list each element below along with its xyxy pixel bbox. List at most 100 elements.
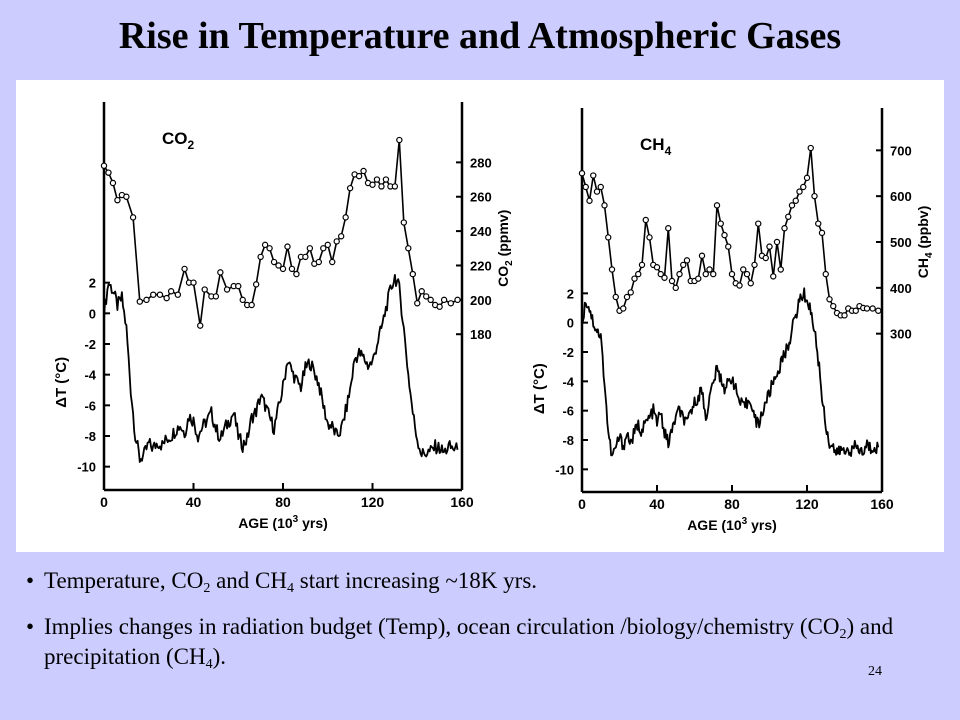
gas-data-point [762,254,769,262]
gas-data-point [695,275,702,282]
gas-data-point [382,176,390,183]
right-tick-label: 700 [890,143,912,158]
bullet-dot: • [26,614,35,639]
gas-data-point [440,296,448,304]
gas-data-point [620,305,627,312]
gas-data-point [728,270,736,278]
gas-data-point [369,181,376,188]
gas-data-point [601,202,608,209]
gas-data-point [638,261,646,269]
gas-data-point [586,197,593,204]
gas-data-point [320,245,327,252]
right-tick-label: 240 [470,224,492,239]
gas-data-point [815,220,822,227]
panel-label: CO2 [162,129,195,152]
gas-data-point [826,296,833,303]
gas-data-point [766,243,773,250]
gas-data-point [773,238,781,246]
gas-data-point [284,243,291,250]
gas-data-point [302,253,309,261]
gas-data-point [822,270,829,278]
gas-data-point [275,262,282,269]
gas-data-point [807,144,814,152]
x-tick-label: 80 [724,496,740,512]
left-tick-label: 2 [567,286,574,301]
left-tick-label: 0 [89,306,96,321]
gas-data-point [721,231,728,239]
gas-data-point [100,162,108,170]
x-tick-label: 80 [275,494,291,510]
gas-data-point [163,294,170,302]
gas-data-point [378,183,385,190]
gas-data-point [710,270,717,278]
temperature-series-line [103,274,459,463]
gas-data-point [235,282,242,290]
bullet-text: ). [212,644,227,669]
gas-data-point [223,286,231,293]
gas-data-point [167,288,175,295]
gas-data-point [635,270,642,278]
left-tick-label: 2 [89,276,96,291]
gas-data-point [631,275,638,282]
ch4-gas-series-line [581,147,879,317]
right-tick-label: 220 [470,258,492,273]
gas-data-point [324,241,331,249]
gas-data-point [646,234,653,241]
gas-data-point [680,261,687,269]
gas-data-point [770,273,777,280]
gas-data-point [373,176,381,183]
gas-data-point [755,220,762,227]
x-tick-label: 40 [649,496,665,512]
subscript: 4 [205,657,213,672]
gas-data-point [396,136,403,144]
gas-data-point [781,225,788,232]
gas-data-point [863,305,871,312]
gas-data-point [875,307,882,314]
gas-data-point [676,270,683,278]
gas-data-point [391,183,399,190]
gas-data-point [785,213,792,220]
gas-data-point [329,258,336,266]
left-tick-label: -6 [84,398,96,413]
left-tick-label: -10 [555,462,574,477]
gas-data-point [190,279,197,286]
gas-data-point [713,202,721,209]
gas-data-point [653,264,661,271]
gas-data-point [578,170,586,177]
left-tick-label: -8 [562,433,574,448]
x-axis-label: AGE (103 yrs) [238,514,328,531]
bullet-dot: • [26,568,35,593]
gas-data-point [683,257,691,264]
gas-data-point [405,245,412,252]
gas-data-point [346,184,354,192]
gas-data-point [136,298,144,305]
gas-data-point [239,296,246,304]
left-axis-label: ΔT (°C) [531,363,548,414]
gas-data-point [800,183,807,191]
right-tick-label: 180 [470,327,492,342]
x-tick-label: 40 [186,494,202,510]
gas-data-point [217,269,224,276]
temperature-series-line [581,287,880,457]
bullet-list: • Temperature, CO2 and CH4 start increas… [26,566,924,688]
gas-data-point [665,225,672,232]
gas-data-point [447,300,455,307]
gas-data-point [852,307,859,314]
gas-data-point [706,266,713,273]
bullet-text: ) and precipitation (CH [44,614,894,669]
panel-label: CH4 [640,135,672,158]
left-axis-label: ΔT (°C) [53,357,70,408]
right-axis-label: CO2 (ppmv) [495,210,515,287]
gas-data-point [593,188,601,195]
right-tick-label: 500 [890,235,912,250]
gas-data-point [306,245,314,252]
gas-data-point [418,288,425,295]
right-tick-label: 260 [470,190,492,205]
x-tick-label: 160 [870,496,894,512]
gas-data-point [150,291,157,298]
gas-data-point [747,280,754,287]
paleoclimate-figure: 0 40 80 120 160 AGE (103 yrs) 2 0 -2 -4 -6 -8 -10 ΔT … [53,102,935,533]
bullet-item-2: • Implies changes in radiation budget (T… [26,612,924,672]
gas-data-point [623,293,631,301]
right-axis-label: CH4 (ppbv) [915,206,935,278]
